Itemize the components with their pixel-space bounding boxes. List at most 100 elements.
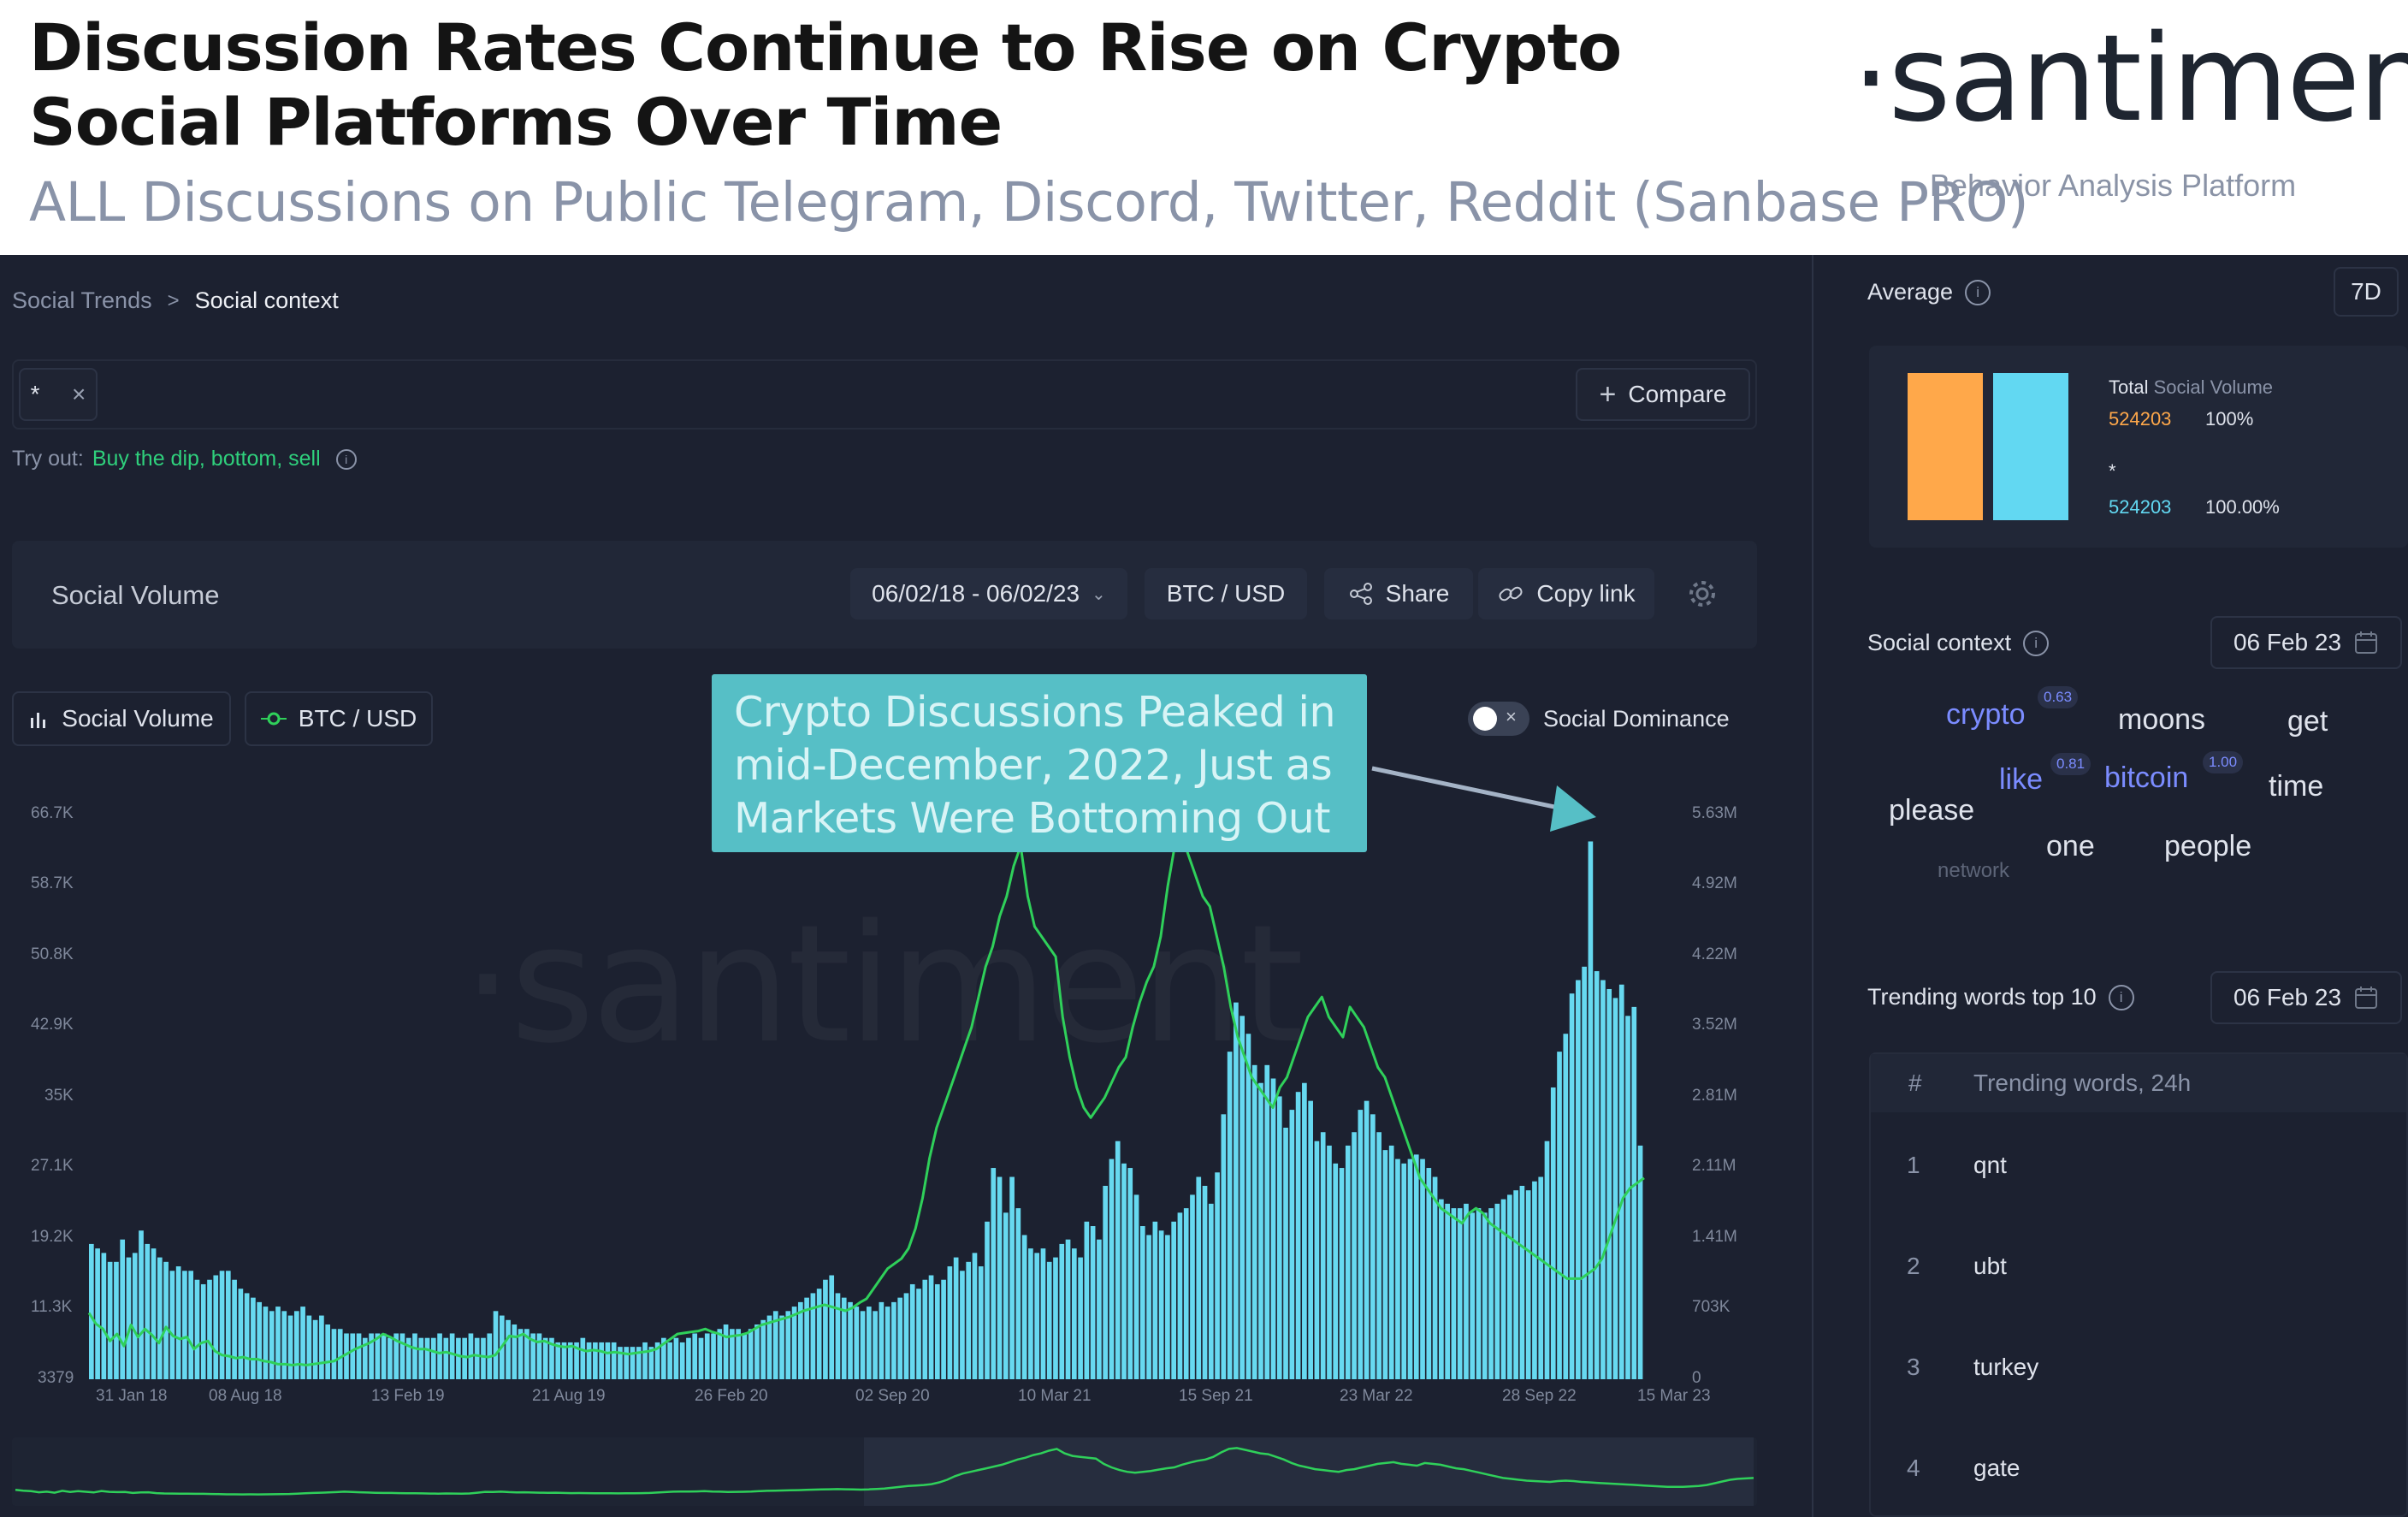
word-cloud-item[interactable]: bitcoin	[2104, 761, 2189, 794]
volume-bar	[1158, 1230, 1164, 1379]
average-label: Average i	[1867, 279, 1991, 305]
volume-bar	[1078, 1257, 1083, 1379]
volume-bar	[126, 1257, 132, 1379]
average-item-pct: 100.00%	[2205, 496, 2280, 518]
range-navigator-selection[interactable]	[864, 1437, 1754, 1506]
volume-bar	[947, 1266, 953, 1379]
trending-date-picker[interactable]: 06 Feb 23	[2210, 971, 2402, 1024]
y-left-tick-label: 66.7K	[31, 804, 74, 822]
volume-bar	[194, 1279, 200, 1379]
volume-bar	[1600, 980, 1606, 1379]
volume-bar	[1152, 1221, 1158, 1379]
trending-word[interactable]: qnt	[1973, 1152, 2007, 1178]
volume-bar	[542, 1337, 548, 1379]
volume-bar	[804, 1297, 809, 1379]
chevron-right-icon: >	[167, 288, 180, 312]
legend-social-volume[interactable]: Social Volume	[12, 691, 231, 746]
volume-bar	[934, 1283, 940, 1379]
volume-bar	[978, 1266, 984, 1379]
watermark: ·santiment	[462, 890, 1304, 1079]
volume-bar	[120, 1239, 126, 1379]
close-icon[interactable]: ×	[71, 381, 86, 407]
word-cloud-item[interactable]: get	[2287, 705, 2328, 738]
volume-bar	[1569, 993, 1575, 1379]
volume-bar	[1476, 1208, 1482, 1379]
volume-bar	[823, 1279, 828, 1379]
volume-bar	[1538, 1176, 1544, 1379]
word-cloud-item[interactable]: one	[2046, 830, 2095, 862]
pair-selector[interactable]: BTC / USD	[1145, 568, 1307, 619]
volume-bar	[1021, 1235, 1027, 1379]
trending-col-num: #	[1908, 1070, 1922, 1096]
y-right-tick-label: 1.41M	[1692, 1228, 1737, 1246]
volume-bar	[1582, 966, 1587, 1379]
date-range-picker[interactable]: 06/02/18 - 06/02/23 ⌄	[850, 568, 1127, 619]
volume-bar	[1525, 1190, 1531, 1379]
volume-bar	[418, 1337, 424, 1379]
y-left-tick-label: 11.3K	[31, 1298, 73, 1316]
volume-bar	[200, 1283, 206, 1379]
search-tag-chip[interactable]: * ×	[19, 368, 98, 421]
breadcrumb-social-trends[interactable]: Social Trends	[12, 287, 152, 313]
volume-bar	[175, 1266, 181, 1379]
compare-button[interactable]: + Compare	[1576, 368, 1750, 421]
volume-bar	[1040, 1248, 1046, 1379]
volume-bar	[1507, 1194, 1512, 1379]
x-tick-label: 13 Feb 19	[371, 1387, 445, 1405]
word-cloud-item[interactable]: people	[2164, 830, 2252, 862]
volume-bar	[1464, 1203, 1469, 1379]
word-cloud-item[interactable]: please	[1889, 794, 1975, 827]
volume-bar	[145, 1243, 151, 1379]
volume-bar	[679, 1342, 685, 1379]
volume-bar	[1420, 1158, 1425, 1379]
word-cloud-item[interactable]: time	[2269, 770, 2324, 803]
volume-bar	[1494, 1203, 1500, 1379]
average-period-button[interactable]: 7D	[2334, 267, 2399, 317]
volume-bar	[561, 1342, 567, 1379]
volume-bar	[325, 1324, 331, 1379]
volume-bar	[1314, 1141, 1320, 1379]
volume-bar	[1320, 1132, 1326, 1379]
annotation-text: Crypto Discussions Peaked in mid-Decembe…	[734, 688, 1336, 843]
volume-bar	[848, 1301, 853, 1379]
volume-bar	[829, 1275, 835, 1379]
chevron-down-icon: ⌄	[1092, 584, 1106, 604]
volume-bar	[1470, 1212, 1476, 1379]
info-icon: i	[2108, 984, 2134, 1010]
volume-bar	[1121, 1163, 1127, 1379]
x-tick-label: 15 Sep 21	[1179, 1387, 1253, 1405]
word-cloud-item[interactable]: network	[1938, 859, 2010, 882]
volume-bar	[1376, 1132, 1381, 1379]
word-cloud-item[interactable]: moons	[2118, 703, 2206, 736]
breadcrumb-current: Social context	[194, 287, 339, 313]
word-cloud-item[interactable]: crypto	[1946, 698, 2026, 731]
volume-bar	[1308, 1100, 1313, 1379]
try-out-suggestion[interactable]: Buy the dip, bottom, sell	[92, 447, 321, 471]
volume-bar	[586, 1342, 592, 1379]
gear-icon[interactable]	[1687, 578, 1718, 609]
social-dominance-toggle[interactable]: × Social Dominance	[1468, 702, 1730, 736]
trending-word[interactable]: gate	[1973, 1455, 2020, 1481]
volume-bar	[238, 1289, 244, 1379]
search-bar[interactable]	[12, 359, 1757, 430]
volume-bar	[393, 1333, 399, 1379]
volume-bar	[405, 1337, 411, 1379]
copy-link-button[interactable]: Copy link	[1478, 568, 1654, 619]
trending-table	[1869, 1052, 2408, 1517]
volume-bar	[791, 1307, 797, 1379]
volume-bar	[481, 1337, 486, 1379]
trending-word[interactable]: ubt	[1973, 1253, 2007, 1279]
legend-btc[interactable]: BTC / USD	[245, 691, 433, 746]
volume-bar	[1270, 1078, 1276, 1379]
volume-bar	[1550, 1087, 1556, 1379]
volume-bar	[1127, 1168, 1133, 1379]
volume-bar	[493, 1311, 499, 1379]
word-cloud-item[interactable]: like	[1999, 763, 2044, 796]
volume-bar	[1388, 1145, 1394, 1379]
trending-word[interactable]: turkey	[1973, 1354, 2039, 1380]
volume-bar	[574, 1342, 579, 1379]
social-context-date-picker[interactable]: 06 Feb 23	[2210, 616, 2402, 669]
volume-bar	[567, 1342, 573, 1379]
share-button[interactable]: Share	[1324, 568, 1473, 619]
volume-bar	[1513, 1190, 1518, 1379]
